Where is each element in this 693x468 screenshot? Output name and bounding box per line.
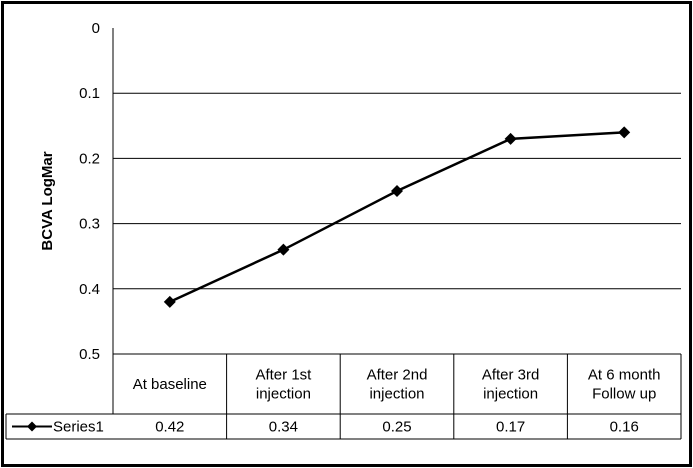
data-point-marker [504,132,517,145]
x-category-label-line: At baseline [133,376,207,393]
x-category-label: After 3rd injection [482,367,540,403]
data-value-label: 0.17 [496,419,525,436]
x-category-label-line: After 2nd [367,367,428,384]
data-value-label: 0.16 [610,419,639,436]
x-category-label: After 2nd injection [367,367,428,403]
x-category-label-line: After 1st [255,367,312,384]
x-category-label: At 6 month Follow up [588,367,661,403]
data-point-marker [163,295,176,308]
y-tick-label: 0.5 [79,346,100,363]
series-line [163,126,631,308]
data-table: At baseline After 1st injection After 2nd in… [5,28,682,440]
data-value-label: 0.42 [155,419,184,436]
y-tick-label: 0.4 [79,281,100,298]
data-point-marker [277,243,290,256]
y-tick-label: 0.3 [79,216,100,233]
gridlines [113,92,681,290]
x-category-label-line: At 6 month [588,367,661,384]
y-axis-ticks: 0 0.1 0.2 0.3 0.4 0.5 [79,20,100,363]
y-tick-label: 0.2 [79,150,100,167]
x-category-label-line: injection [256,386,311,403]
y-tick-label: 0.1 [79,85,100,102]
x-category-label: At baseline [133,376,207,393]
data-point-marker [391,185,403,197]
x-category-label-line: injection [483,386,538,403]
x-category-label-line: Follow up [592,386,656,403]
series-polyline [169,131,625,303]
x-category-label-line: After 3rd [482,367,540,384]
legend-label: Series1 [53,419,104,436]
x-category-label: After 1st injection [255,367,312,403]
data-value-label: 0.34 [269,419,298,436]
legend-marker [27,421,37,432]
x-category-label-line: injection [369,386,424,403]
y-axis-label: BCVA LogMar [39,151,56,250]
y-tick-label: 0 [92,20,100,37]
data-value-label: 0.25 [382,419,411,436]
data-point-marker [618,126,631,139]
